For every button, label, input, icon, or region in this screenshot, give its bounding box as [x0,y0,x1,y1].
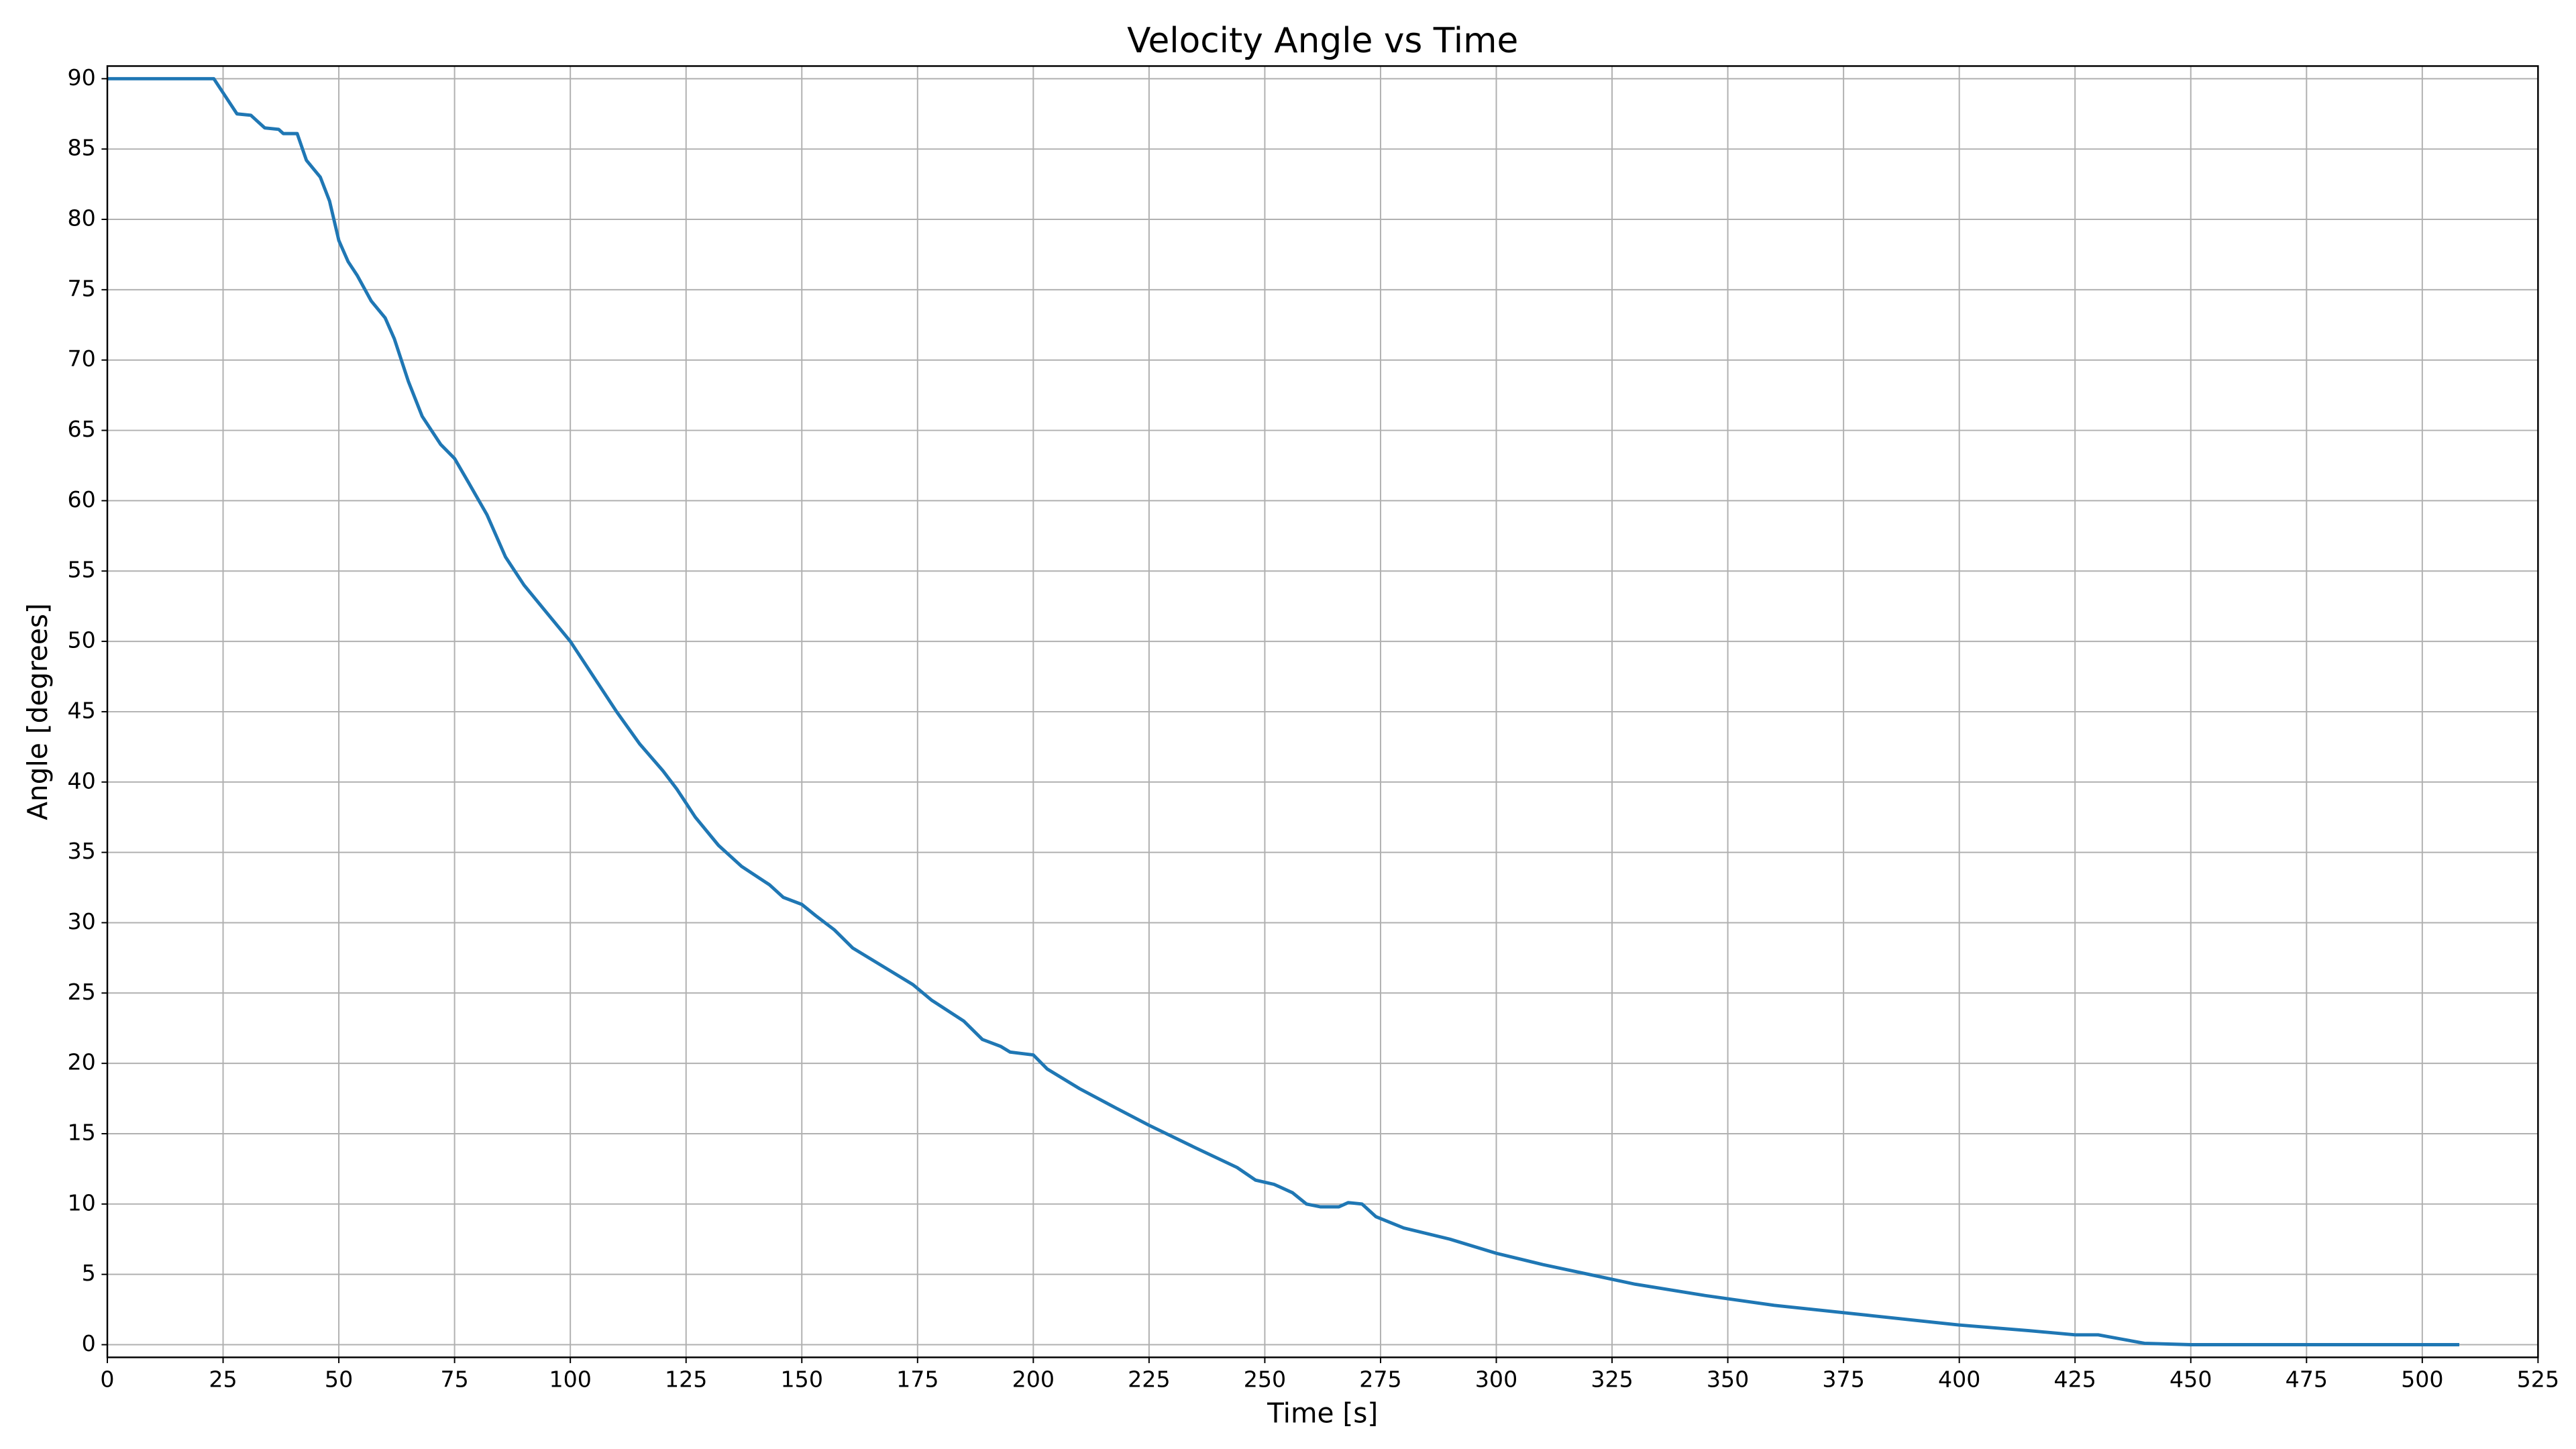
x-tick-label: 325 [1591,1366,1633,1392]
x-tick-label: 475 [2286,1366,2328,1392]
grid [107,66,2539,1358]
x-tick-label: 450 [2169,1366,2212,1392]
y-tick-label: 10 [67,1189,95,1216]
x-tick-label: 300 [1475,1366,1517,1392]
x-tick-label: 100 [549,1366,591,1392]
x-tick-label: 350 [1707,1366,1749,1392]
x-tick-label: 0 [100,1366,114,1392]
x-axis-label: Time [s] [1267,1397,1378,1430]
chart-title: Velocity Angle vs Time [1127,21,1518,61]
y-tick-label: 70 [67,345,95,372]
y-tick-label: 25 [67,979,95,1005]
x-tick-label: 400 [1938,1366,1980,1392]
x-tick-label: 200 [1012,1366,1055,1392]
y-tick-label: 40 [67,767,95,794]
y-tick-label: 0 [82,1330,96,1356]
x-tick-label: 175 [896,1366,938,1392]
y-tick-label: 35 [67,838,95,864]
y-tick-label: 5 [82,1260,96,1286]
x-tick-label: 25 [209,1366,237,1392]
y-tick-label: 90 [67,64,95,91]
y-axis-label: Angle [degrees] [21,603,54,820]
y-tick-label: 30 [67,908,95,934]
x-tick-label: 150 [781,1366,823,1392]
x-tick-label: 75 [440,1366,468,1392]
y-tick-label: 60 [67,486,95,513]
x-tick-label: 500 [2401,1366,2443,1392]
x-tick-label: 375 [1822,1366,1864,1392]
x-tick-label: 250 [1244,1366,1286,1392]
y-tick-label: 80 [67,205,95,231]
data-line [107,76,2460,1346]
plot-area [107,76,2460,1346]
y-tick-label: 85 [67,135,95,161]
x-tick-label: 125 [665,1366,707,1392]
x-tick-label: 275 [1359,1366,1401,1392]
y-tick-label: 45 [67,697,95,723]
x-tick-label: 525 [2517,1366,2559,1392]
y-tick-label: 55 [67,557,95,583]
y-tick-label: 15 [67,1119,95,1145]
y-tick-label: 75 [67,275,95,301]
x-tick-label: 50 [325,1366,353,1392]
y-tick-label: 20 [67,1049,95,1075]
x-tick-label: 225 [1128,1366,1170,1392]
x-tick-label: 425 [2054,1366,2096,1392]
y-tick-label: 50 [67,627,95,653]
y-tick-label: 65 [67,416,95,442]
